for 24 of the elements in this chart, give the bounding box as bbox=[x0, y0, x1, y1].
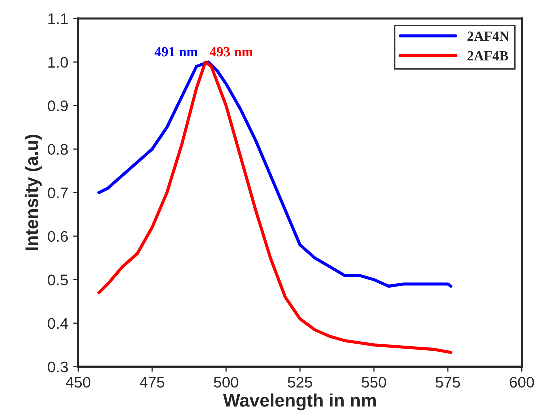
y-tick-label: 0.9 bbox=[48, 100, 68, 112]
y-tick-label: 1.0 bbox=[48, 57, 68, 68]
x-tick-label: 575 bbox=[436, 377, 460, 388]
legend-label: 2AF4B bbox=[468, 51, 508, 61]
annotation: 493 nm bbox=[210, 47, 254, 57]
y-tick-label: 0.4 bbox=[48, 318, 68, 330]
y-tick-label: 0.6 bbox=[48, 231, 68, 242]
x-tick-label: 600 bbox=[510, 377, 534, 388]
y-tick-label: 0.8 bbox=[48, 144, 68, 156]
x-tick-label: 450 bbox=[66, 377, 91, 388]
x-tick-label: 500 bbox=[214, 377, 238, 388]
x-tick-label: 525 bbox=[288, 377, 312, 388]
line-series bbox=[98, 60, 453, 354]
x-axis-title: Wavelength in nm bbox=[223, 394, 376, 411]
y-tick-label: 0.5 bbox=[48, 274, 68, 286]
y-tick-label: 0.7 bbox=[48, 188, 68, 199]
annotation: 491 nm bbox=[154, 47, 198, 57]
x-tick-label: 475 bbox=[140, 377, 164, 388]
y-axis-title: Intensity (a.u) bbox=[25, 135, 42, 250]
x-tick-label: 550 bbox=[362, 377, 386, 388]
legend-label: 2AF4N bbox=[468, 32, 510, 41]
line-series bbox=[98, 60, 453, 288]
y-tick-label: 1.1 bbox=[48, 14, 68, 24]
y-tick-label: 0.3 bbox=[48, 362, 68, 373]
